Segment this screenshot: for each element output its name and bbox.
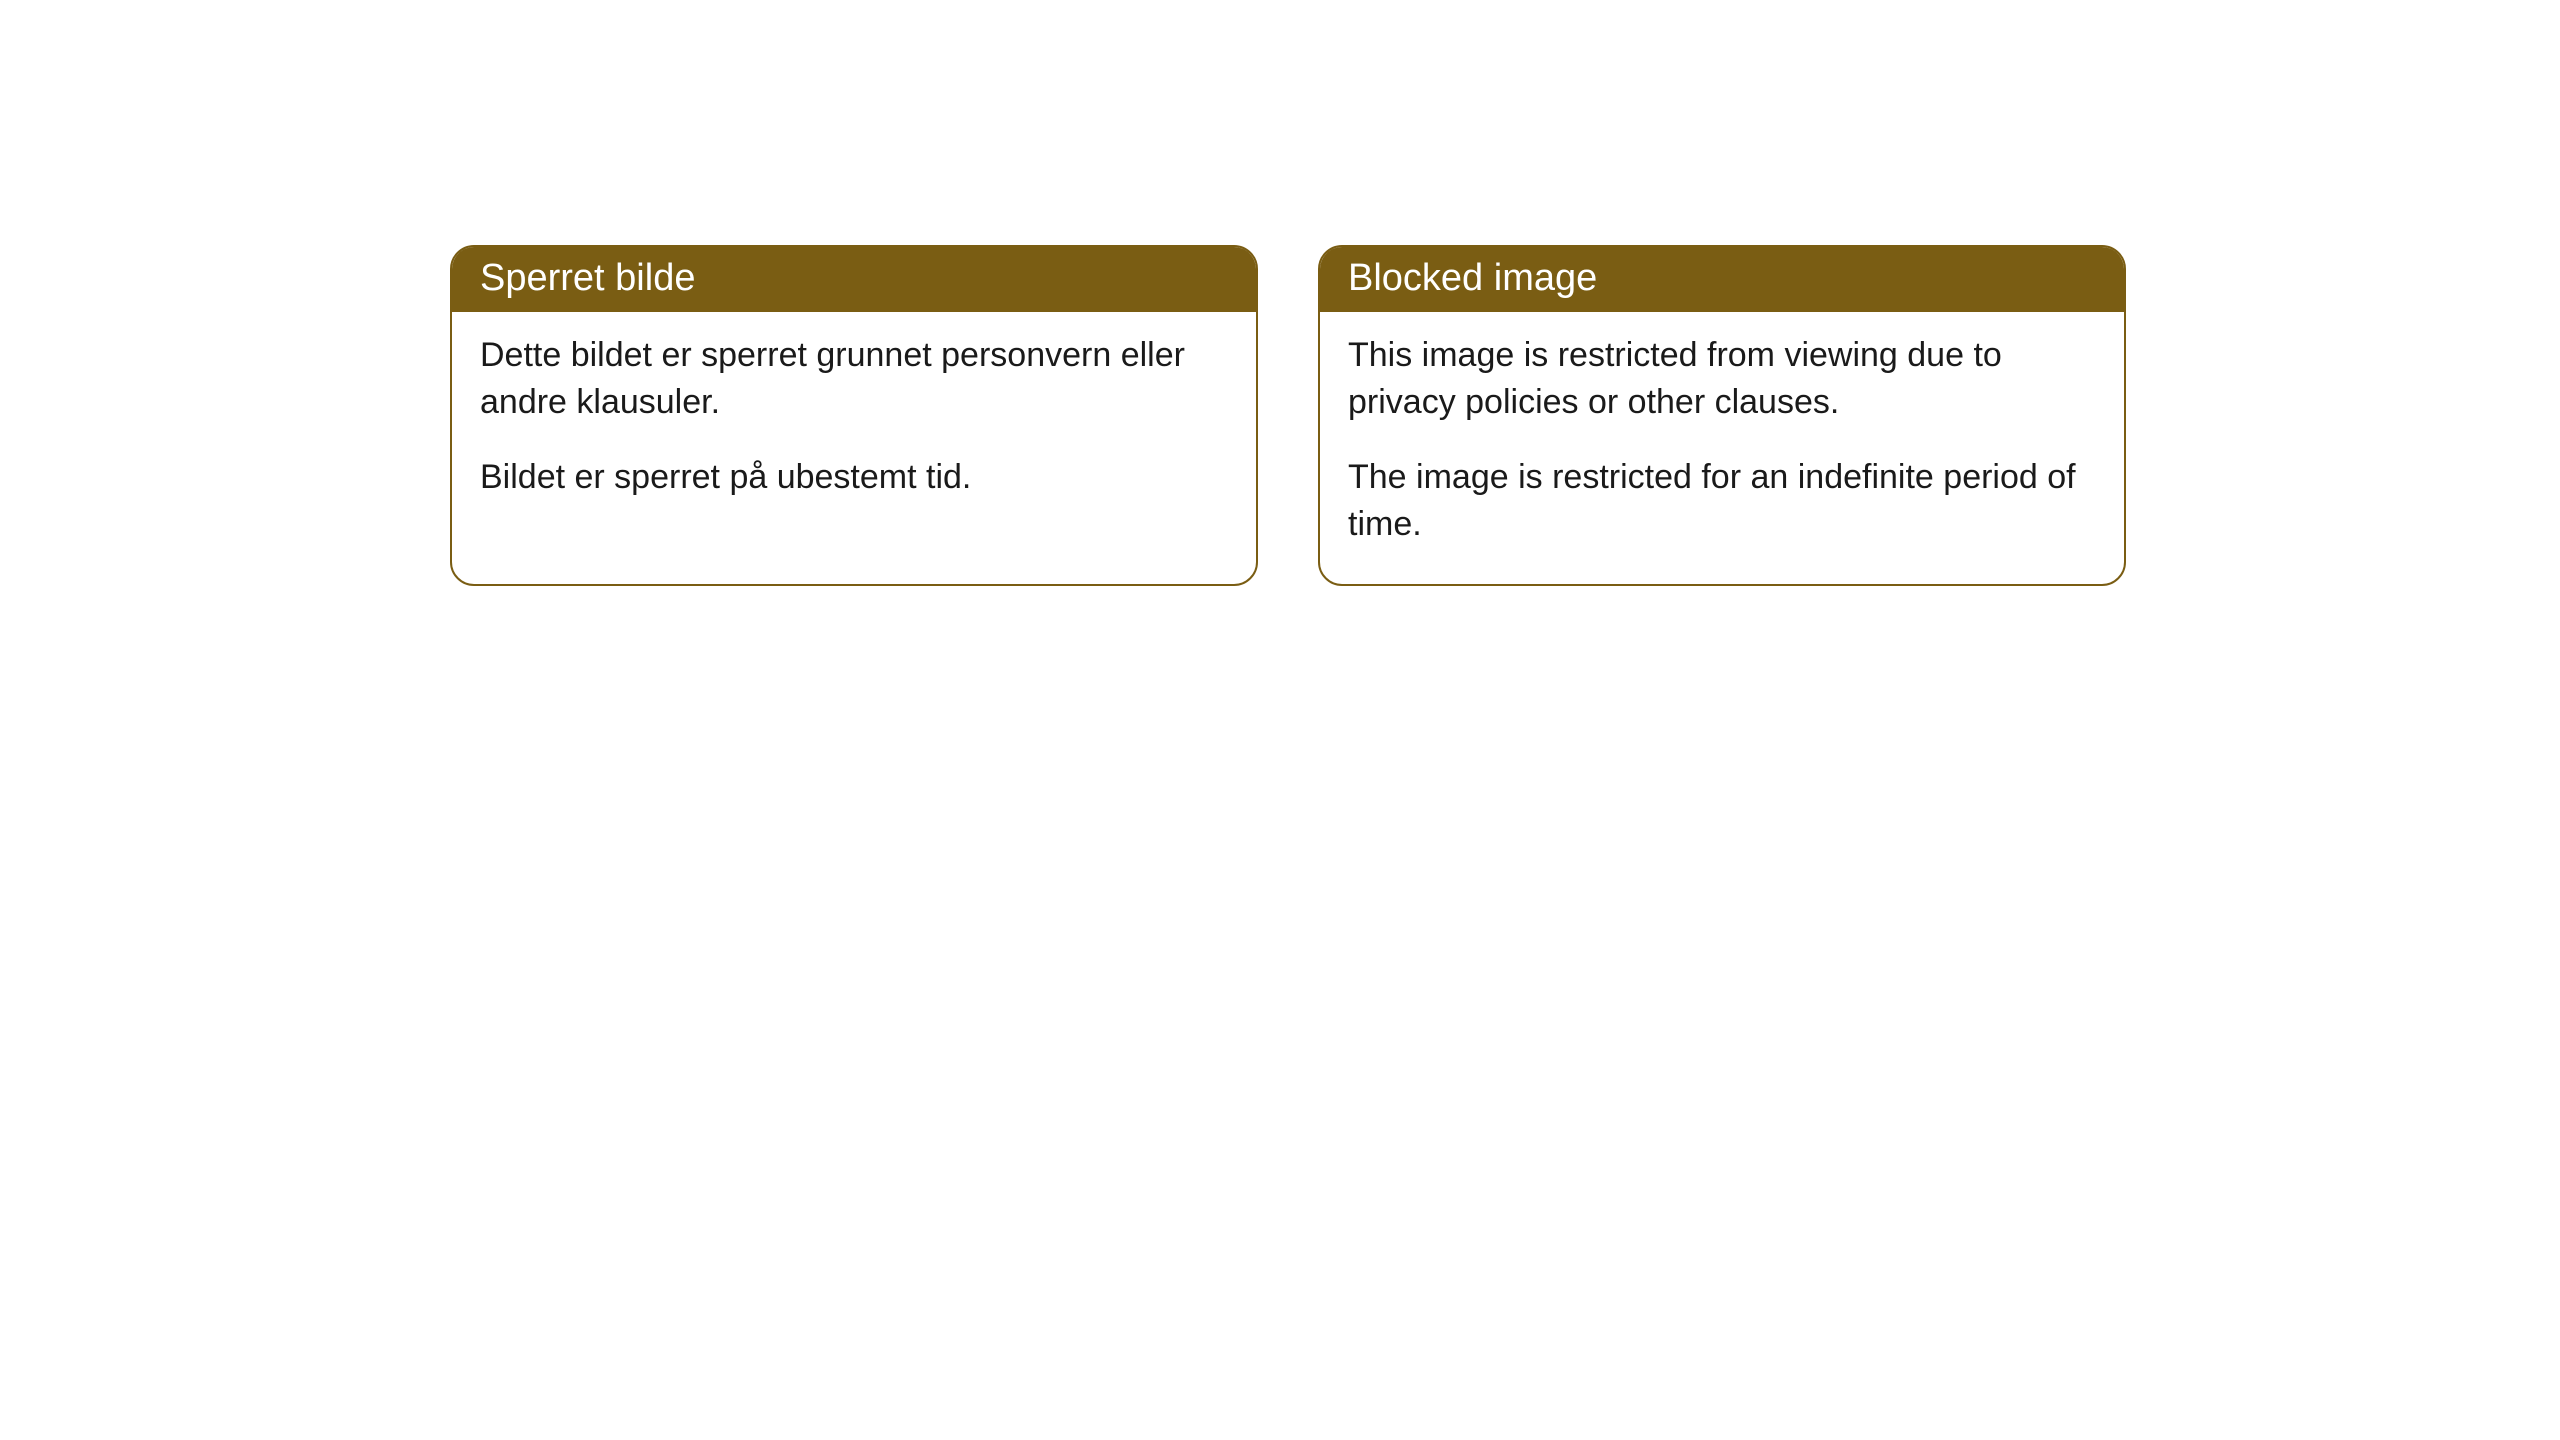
card-header-norwegian: Sperret bilde (452, 247, 1256, 312)
card-paragraph-1-english: This image is restricted from viewing du… (1348, 332, 2096, 426)
blocked-image-card-english: Blocked image This image is restricted f… (1318, 245, 2126, 586)
card-body-english: This image is restricted from viewing du… (1320, 312, 2124, 584)
blocked-image-card-norwegian: Sperret bilde Dette bildet er sperret gr… (450, 245, 1258, 586)
cards-container: Sperret bilde Dette bildet er sperret gr… (450, 245, 2126, 586)
card-body-norwegian: Dette bildet er sperret grunnet personve… (452, 312, 1256, 537)
card-paragraph-2-english: The image is restricted for an indefinit… (1348, 454, 2096, 548)
card-paragraph-2-norwegian: Bildet er sperret på ubestemt tid. (480, 454, 1228, 501)
card-header-english: Blocked image (1320, 247, 2124, 312)
card-paragraph-1-norwegian: Dette bildet er sperret grunnet personve… (480, 332, 1228, 426)
